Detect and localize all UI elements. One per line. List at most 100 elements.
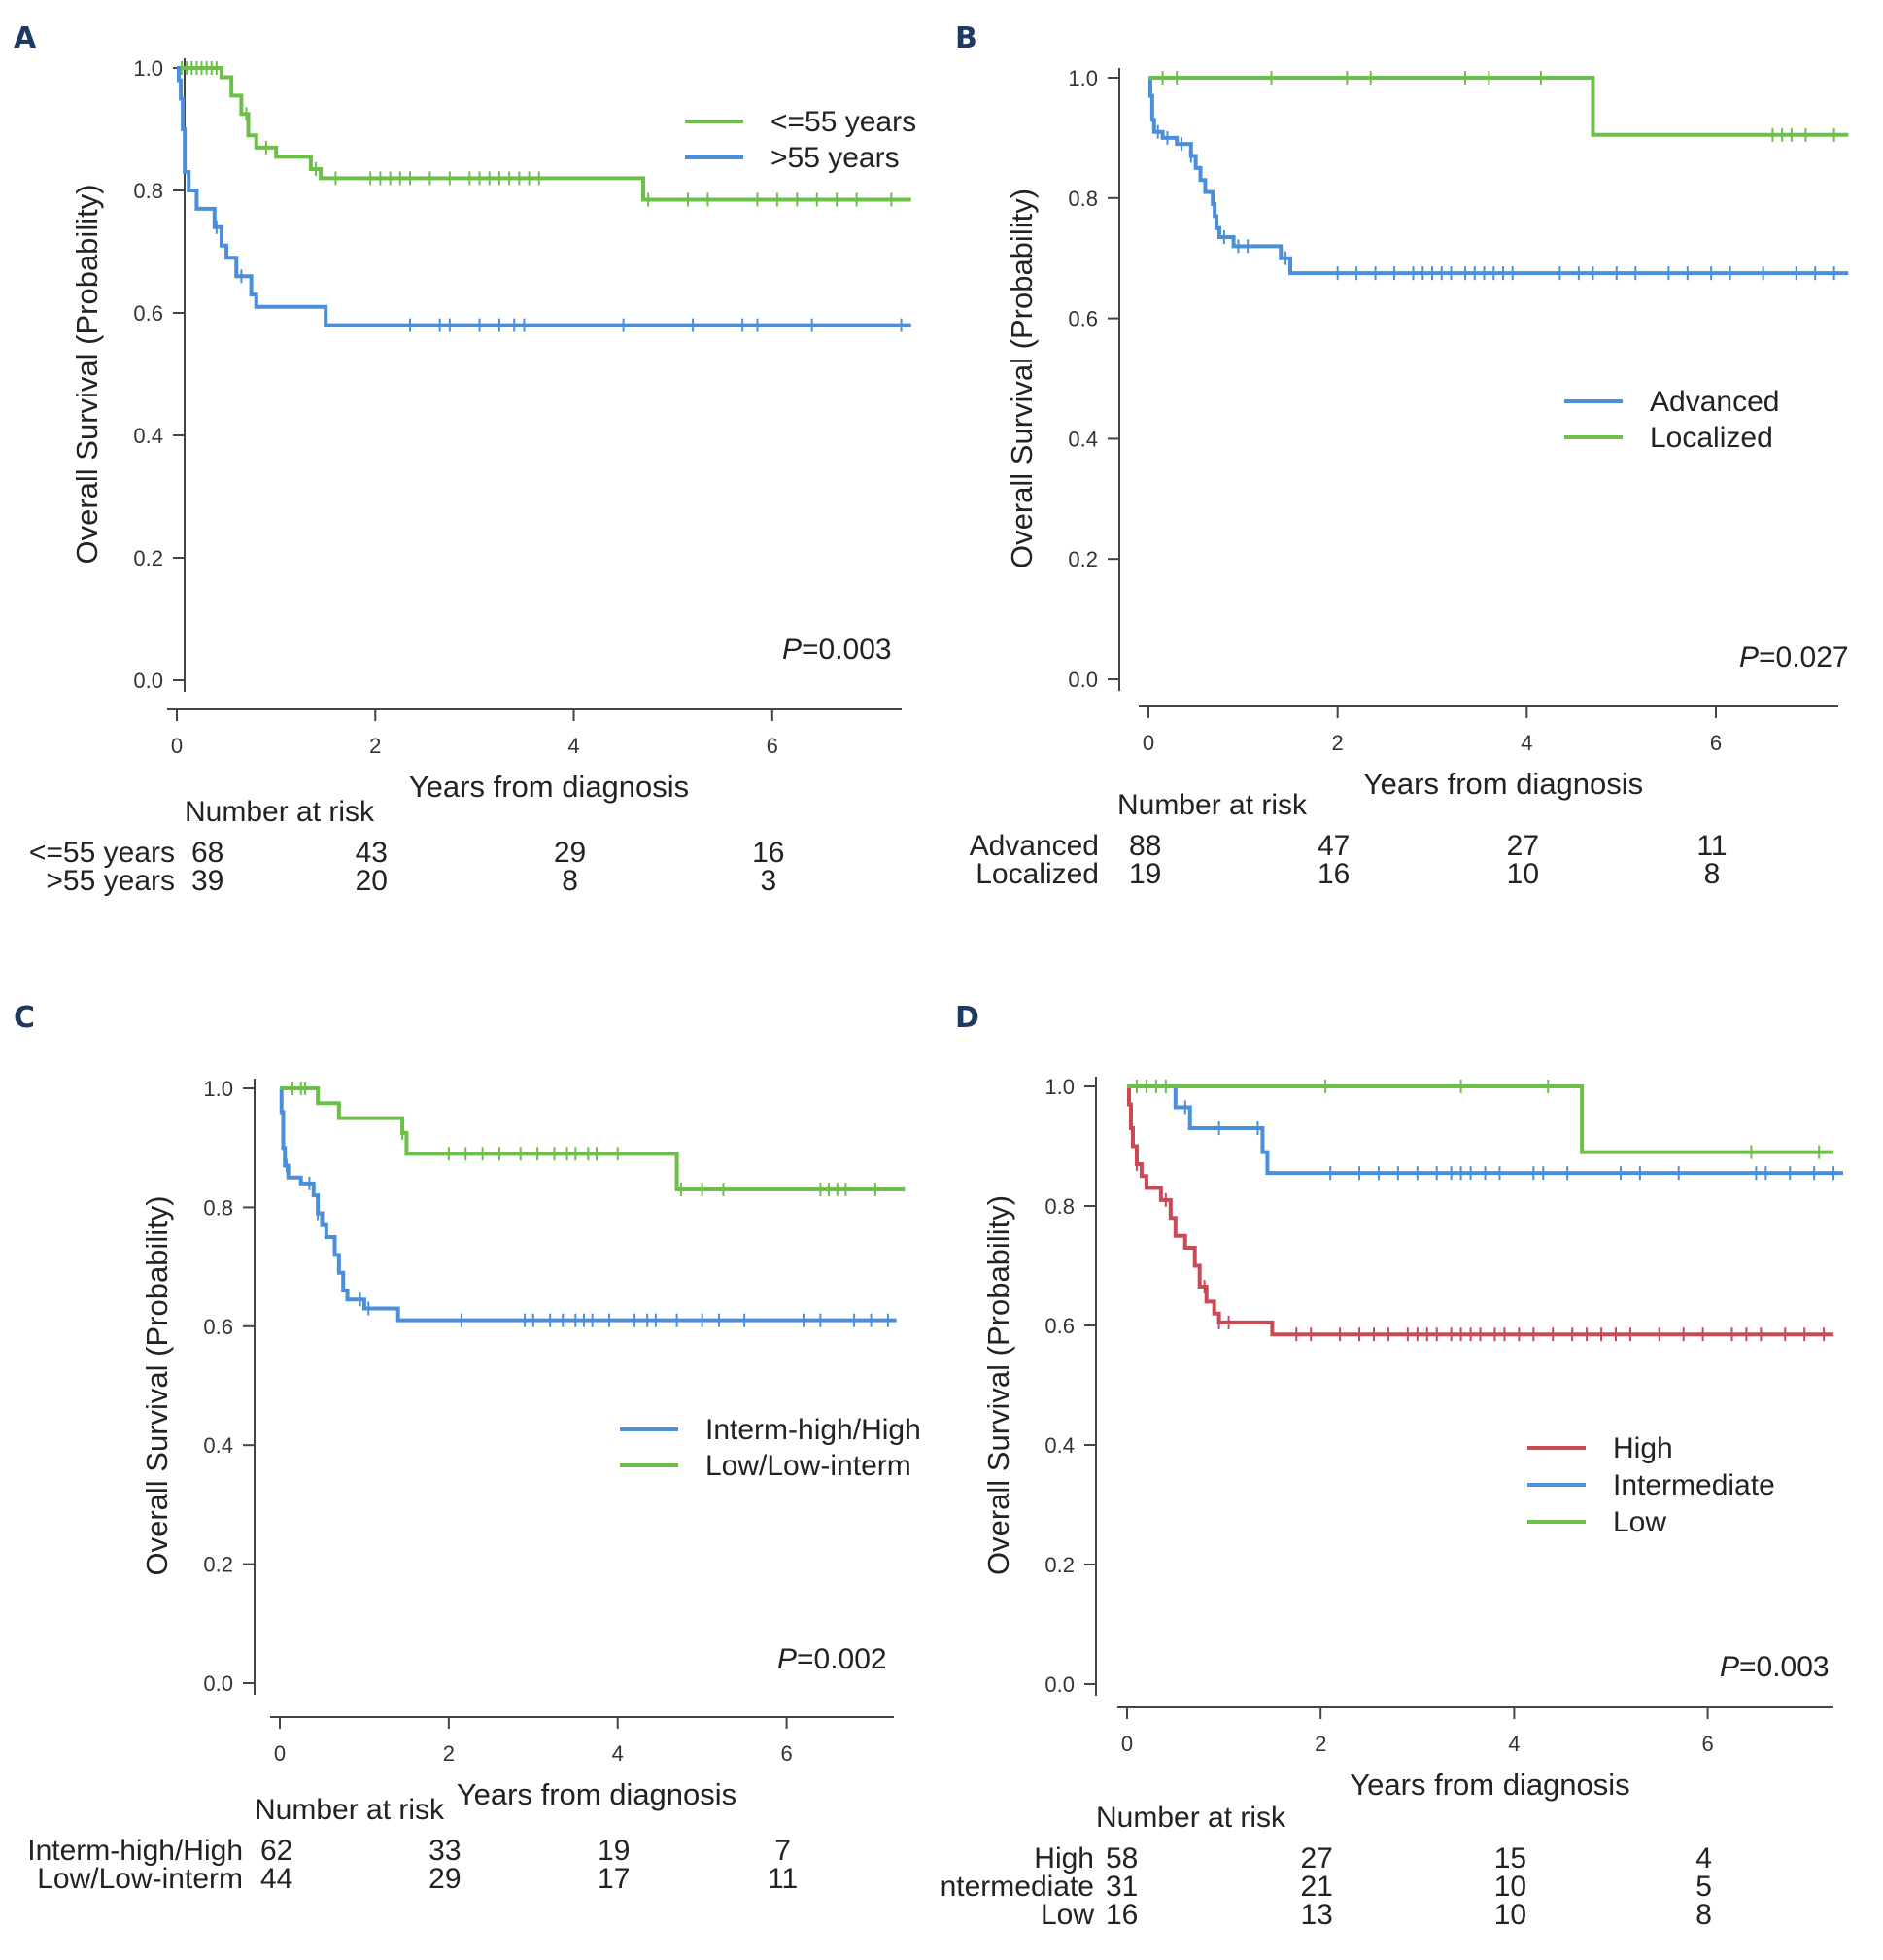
risk-row-label: Localized [976, 858, 1099, 890]
y-axis-title: Overall Survival (Probability) [981, 1195, 1015, 1575]
y-tick-label: 1.0 [203, 1077, 233, 1101]
risk-value: 11 [1696, 830, 1727, 862]
p-value-number: =0.003 [802, 634, 892, 666]
legend-label: Interm-high/High [705, 1414, 921, 1446]
x-tick-label: 0 [171, 734, 183, 758]
legend-label: Localized [1650, 422, 1773, 454]
y-tick-label: 0.0 [203, 1671, 233, 1696]
y-tick-label: 0.4 [203, 1433, 233, 1458]
y-axis-title: Overall Survival (Probability) [1005, 189, 1039, 568]
x-tick-label: 2 [369, 734, 381, 758]
risk-value: 58 [1106, 1842, 1138, 1874]
x-tick-label: 0 [1121, 1732, 1133, 1756]
risk-value: 88 [1129, 830, 1161, 862]
panel-a: A 0.0 0.2 0.4 0.6 0.8 1.0 0 2 4 6 Years from diagn… [0, 0, 942, 980]
p-value-number: =0.003 [1739, 1651, 1830, 1683]
y-tick-label: 0.6 [133, 301, 163, 326]
risk-value: 31 [1106, 1871, 1138, 1903]
risk-value: 68 [191, 837, 223, 869]
y-axis-title: Overall Survival (Probability) [140, 1195, 174, 1575]
risk-value: 27 [1301, 1842, 1333, 1874]
risk-row-label: Interm-high/High [27, 1835, 243, 1867]
risk-value: 21 [1301, 1871, 1333, 1903]
y-tick-label: 0.8 [1044, 1194, 1075, 1219]
y-tick-label: 0.6 [1068, 307, 1098, 331]
legend-label: Intermediate [1613, 1469, 1775, 1501]
risk-value: 44 [260, 1863, 292, 1895]
y-tick-label: 0.4 [1044, 1433, 1075, 1458]
risk-row-label: Low [1041, 1899, 1094, 1931]
p-value-prefix: P [777, 1643, 797, 1675]
survival-curve [177, 66, 911, 202]
risk-value: 13 [1301, 1899, 1333, 1931]
survival-curve [1127, 1084, 1844, 1176]
risk-row-label: Intermediate [942, 1871, 1094, 1903]
p-value: P=0.003 [1720, 1651, 1830, 1683]
x-axis-title: Years from diagnosis [1350, 1768, 1629, 1802]
y-tick-label: 0.8 [1068, 187, 1098, 211]
km-chart-d: 0.0 0.2 0.4 0.6 0.8 1.0 0 2 4 6 Years from diagnos… [942, 1075, 1844, 1931]
risk-table-header: Number at risk [1117, 789, 1308, 821]
risk-value: 62 [260, 1835, 292, 1867]
risk-value: 43 [356, 837, 388, 869]
risk-value: 8 [1695, 1899, 1712, 1931]
p-value-prefix: P [1739, 641, 1759, 673]
panel-d: D 0.0 0.2 0.4 0.6 0.8 1.0 0 2 4 6 Years from diagn… [942, 980, 1883, 1959]
x-tick-label: 6 [1710, 731, 1722, 755]
risk-value: 15 [1494, 1842, 1526, 1874]
y-tick-label: 0.6 [1044, 1314, 1075, 1338]
panel-letter: A [14, 21, 37, 55]
risk-value: 33 [428, 1835, 461, 1867]
risk-row-label: Advanced [970, 830, 1099, 862]
risk-row-label: High [1034, 1842, 1094, 1874]
risk-value: 29 [554, 837, 586, 869]
survival-curve [280, 1086, 906, 1192]
risk-row-label: <=55 years [29, 837, 175, 869]
x-tick-label: 4 [1508, 1732, 1520, 1756]
x-tick-label: 4 [567, 734, 579, 758]
x-tick-label: 2 [443, 1741, 455, 1766]
risk-value: 4 [1695, 1842, 1712, 1874]
risk-value: 16 [1318, 858, 1350, 890]
y-tick-label: 0.4 [1068, 427, 1098, 451]
risk-value: 10 [1507, 858, 1539, 890]
p-value-number: =0.027 [1759, 641, 1849, 673]
y-tick-label: 0.2 [203, 1553, 233, 1577]
y-tick-label: 0.0 [133, 669, 163, 693]
survival-curve [1126, 1084, 1834, 1337]
x-tick-label: 6 [1701, 1732, 1713, 1756]
legend-label: Low/Low-interm [705, 1450, 911, 1482]
panel-letter: D [955, 1001, 979, 1035]
risk-value: 39 [191, 865, 223, 897]
x-tick-label: 0 [274, 1741, 286, 1766]
y-tick-label: 0.8 [203, 1195, 233, 1220]
risk-value: 17 [598, 1863, 630, 1895]
x-tick-label: 4 [1521, 731, 1532, 755]
risk-value: 7 [774, 1835, 791, 1867]
x-tick-label: 2 [1315, 1732, 1326, 1756]
survival-curve [1148, 76, 1849, 137]
legend-label: High [1613, 1432, 1673, 1464]
risk-value: 20 [356, 865, 388, 897]
risk-table-header: Number at risk [1096, 1802, 1286, 1834]
y-tick-label: 0.4 [133, 424, 163, 448]
km-chart-a: 0.0 0.2 0.4 0.6 0.8 1.0 0 2 4 6 Years from diagnos… [29, 56, 916, 897]
legend-label: <=55 years [770, 106, 916, 138]
legend-label: Low [1613, 1506, 1666, 1538]
x-axis-title: Years from diagnosis [409, 770, 689, 804]
y-tick-label: 0.2 [1068, 547, 1098, 571]
survival-curve [1127, 1084, 1834, 1154]
km-chart-c: 0.0 0.2 0.4 0.6 0.8 1.0 0 2 4 6 Years from diagnos… [27, 1077, 921, 1895]
risk-row-label: Low/Low-interm [37, 1863, 243, 1895]
risk-value: 11 [768, 1863, 798, 1895]
risk-table-header: Number at risk [185, 796, 375, 828]
risk-row-label: >55 years [46, 865, 175, 897]
risk-table-header: Number at risk [255, 1794, 445, 1826]
risk-value: 16 [752, 837, 784, 869]
p-value: P=0.027 [1739, 641, 1849, 673]
risk-value: 29 [428, 1863, 461, 1895]
panel-letter: C [14, 1001, 36, 1035]
risk-value: 27 [1507, 830, 1539, 862]
y-tick-label: 0.6 [203, 1315, 233, 1339]
risk-value: 47 [1318, 830, 1350, 862]
